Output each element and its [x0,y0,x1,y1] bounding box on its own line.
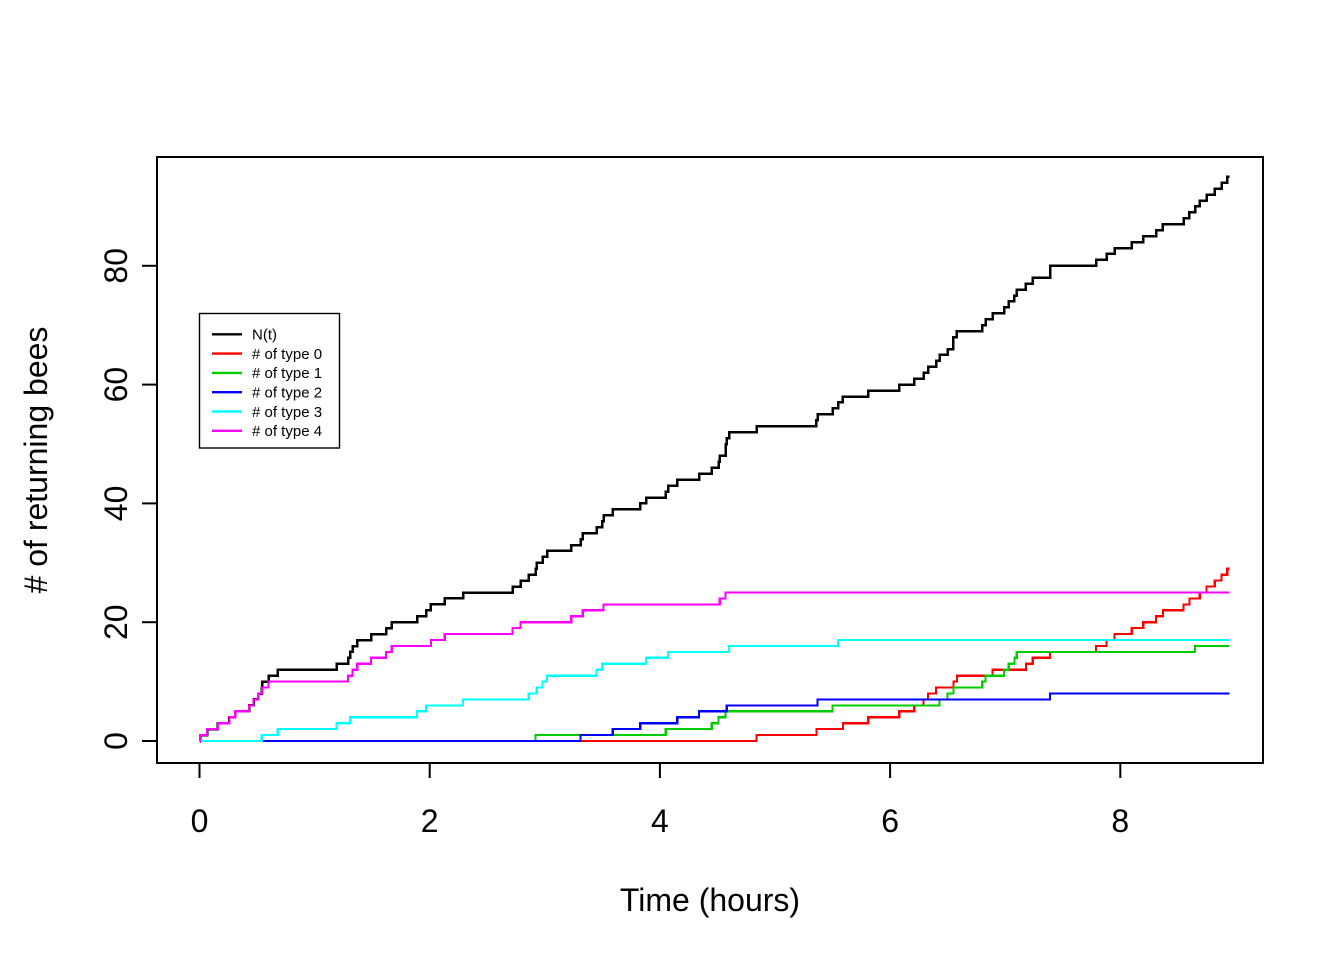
legend-item-type-2: # of type 2 [212,385,322,402]
legend-item-type-3: # of type 3 [212,404,322,421]
legend-item-n-of-t: N(t) [212,327,277,344]
series-layer [198,175,1230,743]
x-tick-label: 8 [1111,803,1129,839]
series-line-n-of-t [198,175,1230,743]
x-tick-label: 4 [651,803,669,839]
y-tick-label: 80 [98,248,134,284]
legend-item-label: # of type 2 [252,385,322,402]
legend-item-type-1: # of type 1 [212,365,322,382]
legend-item-label: N(t) [252,327,277,344]
series-line-type-0 [199,567,1230,743]
legend-item-label: # of type 3 [252,404,322,421]
legend-item-type-0: # of type 0 [212,346,322,363]
y-axis-ticks [142,264,157,742]
y-axis-tick-labels: 0 20 40 60 80 [98,248,134,750]
x-tick-label: 2 [421,803,439,839]
y-tick-label: 60 [98,367,134,403]
legend-item-label: # of type 4 [252,423,322,440]
legend-item-label: # of type 0 [252,346,322,363]
x-axis-title: Time (hours) [620,882,800,918]
series-line-type-3 [199,638,1230,743]
legend-item-label: # of type 1 [252,365,322,382]
legend-box [198,312,341,449]
legend: N(t) # of type 0 # of type 1 # of type 2… [198,312,341,449]
series-line-type-2 [199,692,1230,743]
x-axis-tick-labels: 0 2 4 6 8 [191,803,1130,839]
series-line-type-4 [199,591,1230,743]
y-tick-label: 0 [98,732,134,750]
x-axis-ticks [198,763,1122,778]
y-axis-title: # of returning bees [18,327,54,594]
plot-area-box [156,156,1264,764]
legend-item-type-4: # of type 4 [212,423,322,440]
series-line-type-1 [199,644,1230,743]
x-tick-label: 0 [191,803,209,839]
y-tick-label: 40 [98,486,134,522]
x-tick-label: 6 [881,803,899,839]
y-tick-label: 20 [98,604,134,640]
